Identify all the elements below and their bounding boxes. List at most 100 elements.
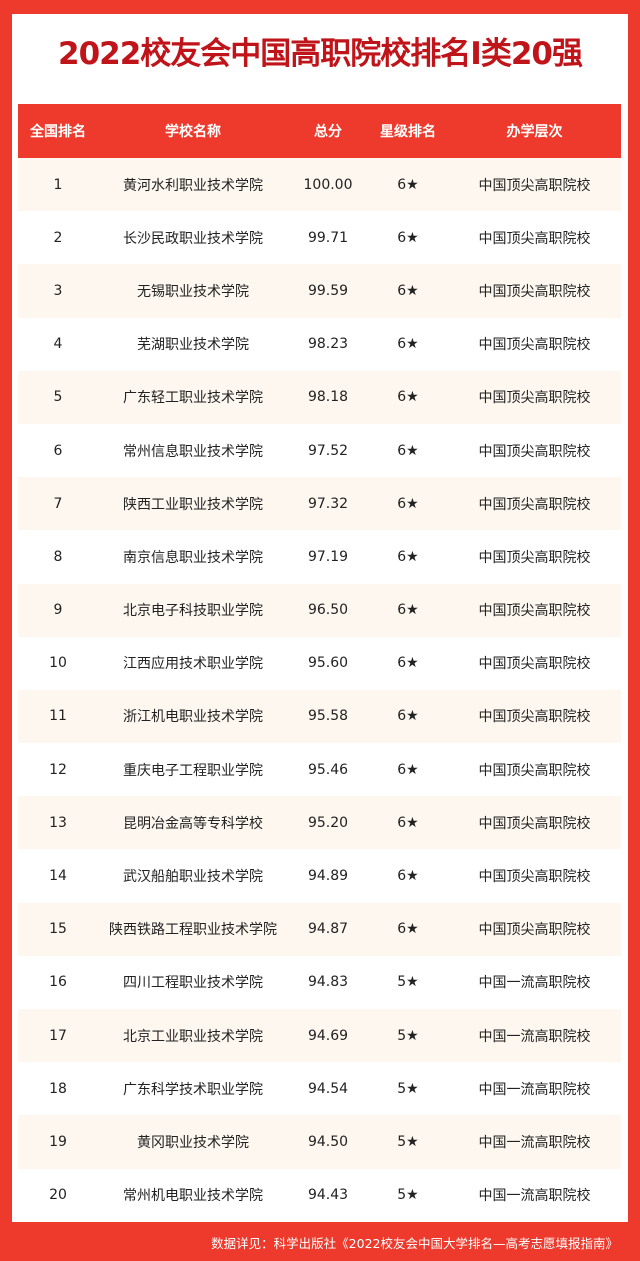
star-cell: 5★ [397, 1027, 419, 1044]
star-cell: 5★ [397, 1187, 419, 1204]
rank-cell: 19 [49, 1133, 67, 1150]
school-cell: 广东轻工职业技术学院 [123, 390, 263, 407]
school-cell: 北京工业职业技术学院 [123, 1028, 263, 1045]
score-cell: 94.50 [307, 1133, 349, 1150]
star-cell: 6★ [397, 389, 419, 406]
table-row: 2 长沙民政职业技术学院 99.71 6★ 中国顶尖高职院校 [18, 211, 621, 264]
score-cell: 94.87 [307, 921, 349, 938]
school-cell: 南京信息职业技术学院 [123, 549, 263, 566]
table-row: 16 四川工程职业技术学院 94.83 5★ 中国一流高职院校 [18, 956, 621, 1009]
level-cell: 中国顶尖高职院校 [478, 443, 591, 460]
star-cell: 6★ [397, 336, 419, 353]
rank-cell: 5 [53, 389, 63, 406]
ranking-table: 全国排名 学校名称 总分 星级排名 办学层次 1 黄河水利职业技术学院 100.00… [18, 104, 621, 1222]
level-cell: 中国顶尖高职院校 [478, 709, 591, 726]
school-cell: 无锡职业技术学院 [137, 283, 249, 300]
score-cell: 95.46 [307, 761, 349, 778]
school-cell: 昆明冶金高等专科学校 [123, 815, 263, 832]
table-row: 14 武汉船舶职业技术学院 94.89 6★ 中国顶尖高职院校 [18, 849, 621, 902]
score-cell: 98.18 [307, 389, 349, 406]
score-cell: 99.59 [307, 282, 349, 299]
table-row: 20 常州机电职业技术学院 94.43 5★ 中国一流高职院校 [18, 1169, 621, 1222]
table-row: 3 无锡职业技术学院 99.59 6★ 中国顶尖高职院校 [18, 264, 621, 318]
table-row: 19 黄冈职业技术学院 94.50 5★ 中国一流高职院校 [18, 1115, 621, 1169]
rank-cell: 16 [49, 974, 67, 991]
rank-cell: 3 [53, 282, 63, 299]
table-row: 8 南京信息职业技术学院 97.19 6★ 中国顶尖高职院校 [18, 530, 621, 583]
score-cell: 95.20 [307, 814, 349, 831]
table-header: 全国排名 学校名称 总分 星级排名 办学层次 [18, 104, 621, 158]
school-cell: 四川工程职业技术学院 [123, 975, 263, 992]
score-cell: 95.58 [307, 708, 349, 725]
rank-cell: 14 [49, 868, 67, 885]
star-cell: 5★ [397, 974, 419, 991]
rank-cell: 11 [49, 708, 67, 725]
star-cell: 6★ [397, 602, 419, 619]
school-cell: 广东科学技术职业学院 [123, 1081, 263, 1098]
rank-cell: 2 [53, 229, 63, 246]
star-cell: 6★ [397, 921, 419, 938]
score-cell: 99.71 [307, 229, 349, 246]
school-cell: 常州信息职业技术学院 [123, 443, 263, 460]
level-cell: 中国顶尖高职院校 [478, 815, 591, 832]
table-row: 17 北京工业职业技术学院 94.69 5★ 中国一流高职院校 [18, 1009, 621, 1063]
level-cell: 中国一流高职院校 [478, 1081, 591, 1098]
level-cell: 中国顶尖高职院校 [478, 283, 591, 300]
star-cell: 6★ [397, 495, 419, 512]
level-cell: 中国顶尖高职院校 [478, 922, 591, 939]
level-cell: 中国顶尖高职院校 [478, 177, 591, 194]
rank-cell: 4 [53, 336, 63, 353]
rank-cell: 7 [53, 495, 63, 512]
score-cell: 94.69 [307, 1027, 349, 1044]
rank-cell: 20 [49, 1187, 67, 1204]
table-row: 5 广东轻工职业技术学院 98.18 6★ 中国顶尖高职院校 [18, 370, 621, 424]
level-cell: 中国顶尖高职院校 [478, 390, 591, 407]
school-cell: 江西应用技术职业学院 [123, 656, 263, 673]
column-header-rank: 全国排名 [30, 124, 86, 140]
column-header-school: 学校名称 [165, 124, 221, 140]
rank-cell: 1 [53, 176, 63, 193]
level-cell: 中国顶尖高职院校 [478, 496, 591, 513]
column-header-level: 办学层次 [506, 124, 563, 140]
star-cell: 6★ [397, 176, 419, 193]
score-cell: 95.60 [307, 655, 349, 672]
score-cell: 94.89 [307, 868, 349, 885]
star-cell: 6★ [397, 282, 419, 299]
rank-cell: 12 [49, 761, 67, 778]
level-cell: 中国一流高职院校 [478, 1028, 591, 1045]
level-cell: 中国顶尖高职院校 [478, 549, 591, 566]
score-cell: 94.83 [307, 974, 349, 991]
level-cell: 中国顶尖高职院校 [478, 337, 591, 354]
star-cell: 6★ [397, 229, 419, 246]
table-row: 1 黄河水利职业技术学院 100.00 6★ 中国顶尖高职院校 [18, 158, 621, 212]
school-cell: 陕西铁路工程职业技术学院 [109, 922, 277, 939]
score-cell: 97.19 [307, 548, 349, 565]
column-header-star: 星级排名 [380, 124, 436, 140]
level-cell: 中国顶尖高职院校 [478, 762, 591, 779]
rank-cell: 8 [53, 548, 63, 565]
score-cell: 94.43 [307, 1187, 349, 1204]
star-cell: 6★ [397, 814, 419, 831]
level-cell: 中国顶尖高职院校 [478, 656, 591, 673]
level-cell: 中国一流高职院校 [478, 975, 591, 992]
page-title: 2022校友会中国高职院校排名I类20强 [58, 36, 583, 72]
table-row: 12 重庆电子工程职业学院 95.46 6★ 中国顶尖高职院校 [18, 743, 621, 796]
rank-cell: 17 [49, 1027, 67, 1044]
table-row: 10 江西应用技术职业学院 95.60 6★ 中国顶尖高职院校 [18, 637, 621, 690]
school-cell: 武汉船舶职业技术学院 [123, 869, 263, 886]
rank-cell: 9 [53, 602, 63, 619]
score-cell: 98.23 [307, 336, 349, 353]
rank-cell: 6 [53, 442, 63, 459]
level-cell: 中国顶尖高职院校 [478, 869, 591, 886]
star-cell: 6★ [397, 708, 419, 725]
level-cell: 中国顶尖高职院校 [478, 603, 591, 620]
school-cell: 黄河水利职业技术学院 [123, 177, 263, 194]
star-cell: 6★ [397, 761, 419, 778]
score-cell: 97.32 [307, 495, 349, 512]
rank-cell: 15 [49, 921, 67, 938]
star-cell: 6★ [397, 442, 419, 459]
star-cell: 6★ [397, 548, 419, 565]
star-cell: 5★ [397, 1080, 419, 1097]
school-cell: 黄冈职业技术学院 [137, 1134, 249, 1151]
rank-cell: 10 [49, 655, 67, 672]
